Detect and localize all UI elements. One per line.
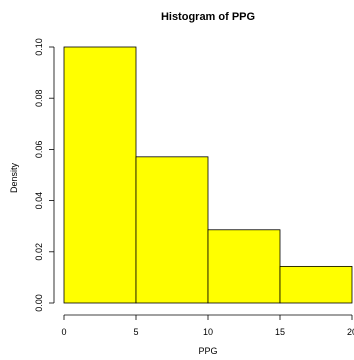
histogram-bar-0 [63, 46, 137, 304]
y-tick-label-4: 0.08 [34, 89, 44, 107]
y-tick-label-3: 0.06 [34, 141, 44, 159]
histogram-bar-2 [207, 229, 281, 304]
x-tick-label-0: 0 [61, 327, 66, 337]
x-tick-label-3: 15 [275, 327, 285, 337]
histogram-bar-1 [135, 156, 209, 304]
bars-group [63, 46, 353, 304]
y-axis: 0.00 0.02 0.04 0.06 0.08 0.10 [34, 38, 55, 312]
y-tick-label-5: 0.10 [34, 38, 44, 56]
x-axis: 0 5 10 15 20 [61, 314, 354, 337]
x-tick-label-4: 20 [347, 327, 354, 337]
chart-title: Histogram of PPG [161, 11, 255, 23]
histogram-bar-3 [279, 265, 353, 304]
x-tick-label-1: 5 [133, 327, 138, 337]
y-tick-label-2: 0.04 [34, 192, 44, 210]
y-tick-label-0: 0.00 [34, 294, 44, 312]
y-axis-label: Density [9, 162, 19, 193]
x-axis-label: PPG [198, 346, 217, 356]
x-tick-label-2: 10 [203, 327, 213, 337]
y-tick-label-1: 0.02 [34, 243, 44, 261]
